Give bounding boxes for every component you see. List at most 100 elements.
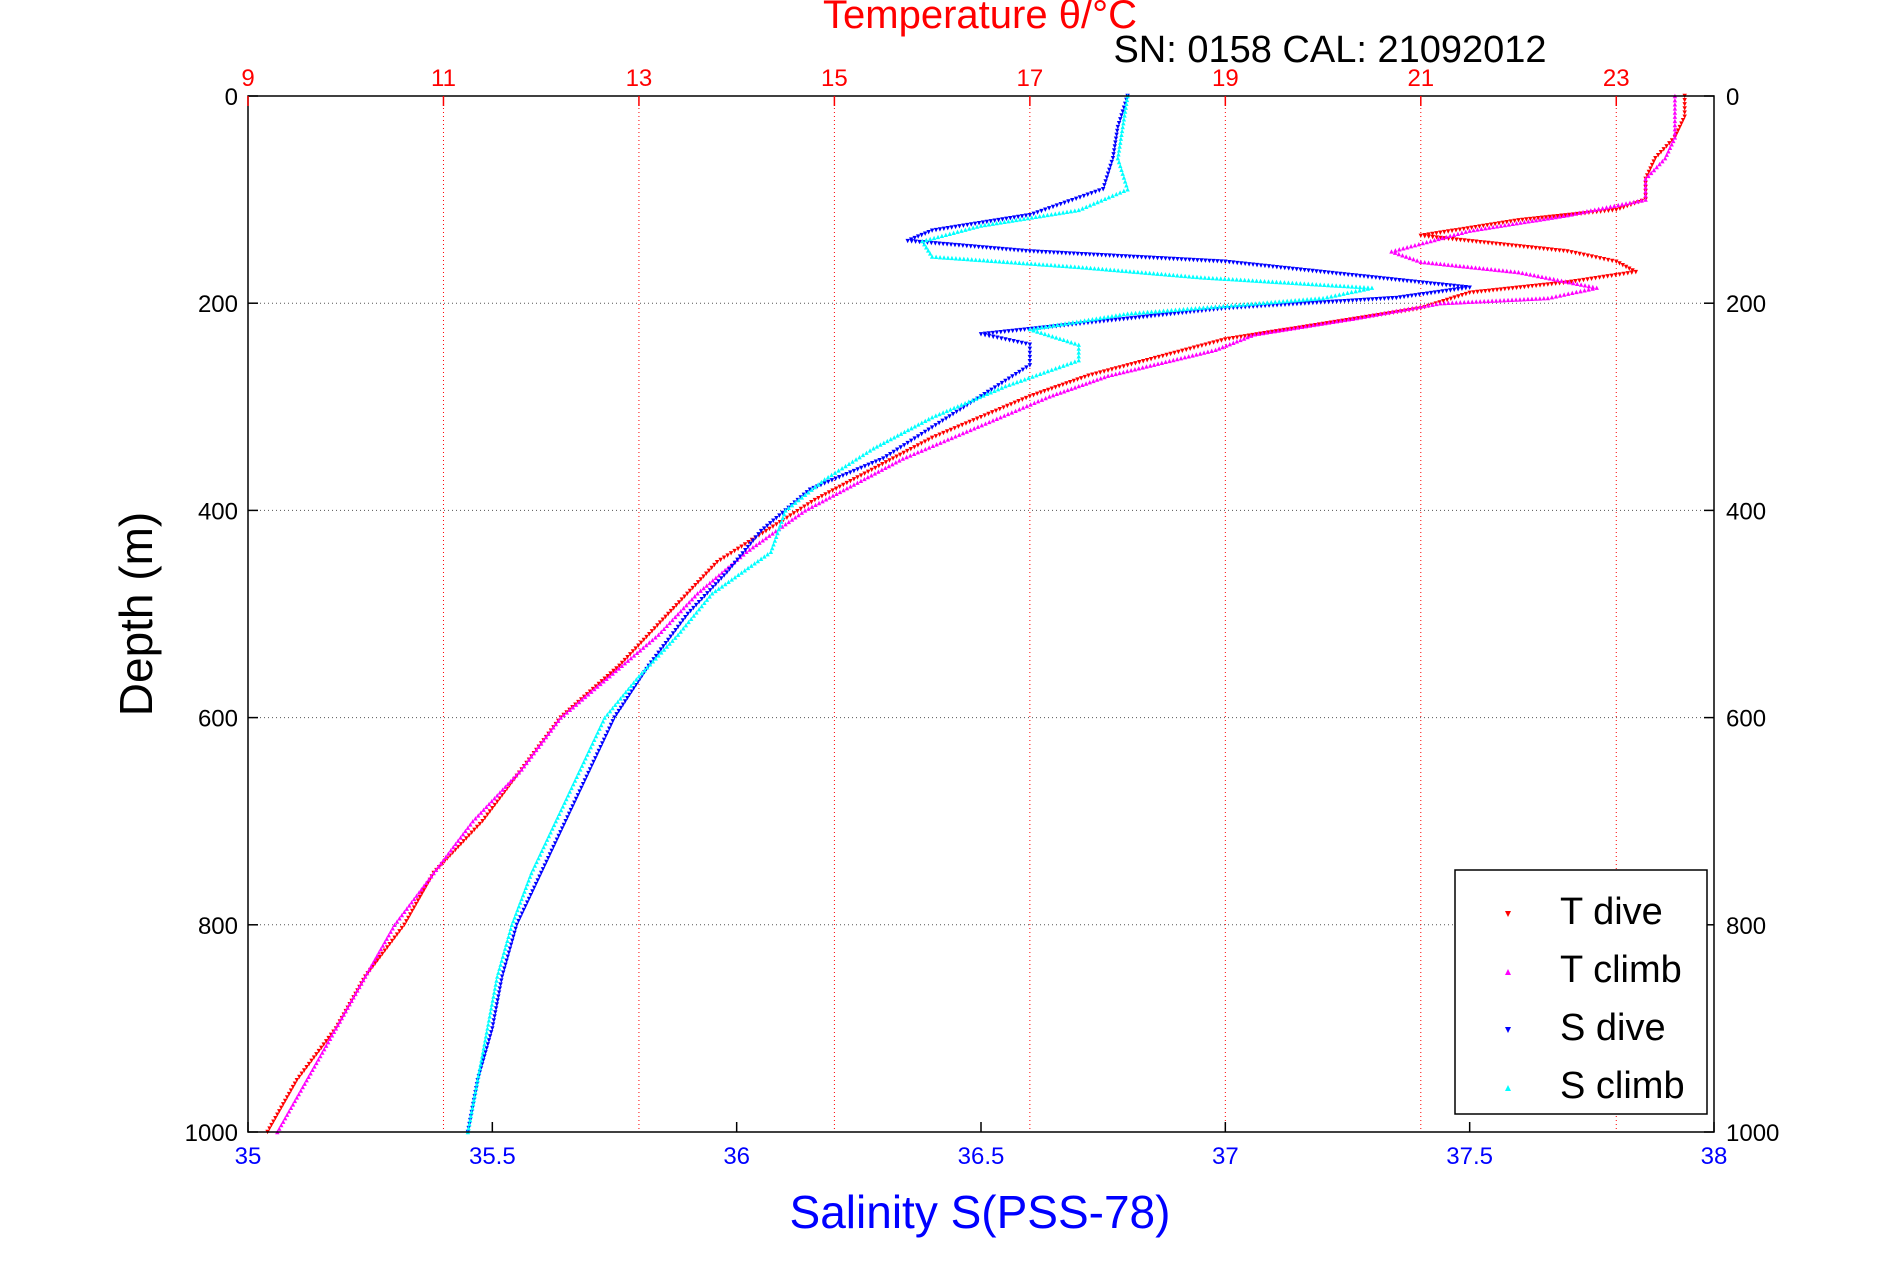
t-climb-marker [280, 1119, 286, 1124]
s-dive-marker [1059, 250, 1064, 256]
s-climb-marker [871, 446, 876, 451]
t-climb-marker [1571, 280, 1576, 286]
t-dive-marker [1207, 341, 1212, 346]
s-dive-marker [1099, 253, 1104, 258]
s-dive-marker [777, 513, 782, 518]
t-dive-marker [682, 594, 687, 599]
s-dive-marker [627, 692, 632, 698]
s-climb-marker [551, 822, 557, 828]
t-climb-marker [1513, 297, 1519, 302]
s-climb-marker [836, 468, 841, 473]
s-climb-marker [599, 722, 604, 728]
s-climb-marker [1345, 284, 1351, 289]
s-climb-marker [812, 484, 818, 490]
s-climb-marker [1214, 276, 1220, 281]
s-dive-marker [516, 918, 521, 924]
t-dive-marker [1537, 283, 1543, 288]
t-climb-marker [1557, 293, 1563, 298]
s-climb-marker [1017, 217, 1023, 222]
s-dive-marker [1199, 258, 1204, 263]
s-dive-marker [1027, 350, 1033, 356]
s-climb-marker [1055, 322, 1060, 327]
t-climb-marker [409, 899, 414, 905]
t-dive-marker [1144, 357, 1150, 363]
s-dive-marker [999, 380, 1005, 386]
t-climb-marker [656, 632, 661, 637]
t-dive-marker [1593, 255, 1599, 260]
s-climb-marker [468, 1113, 474, 1119]
s-climb-marker [1116, 152, 1121, 157]
t-dive-marker [1551, 214, 1556, 219]
t-climb-marker [1566, 291, 1571, 296]
t-climb-marker [1643, 197, 1648, 202]
salinity-tick-label: 35.5 [469, 1143, 516, 1170]
s-dive-marker [1071, 251, 1076, 256]
t-climb-marker [318, 1053, 323, 1059]
s-climb-marker [1117, 144, 1122, 149]
t-dive-marker [1614, 207, 1619, 213]
t-dive-marker [1223, 337, 1228, 342]
s-climb-marker [1161, 308, 1166, 313]
t-dive-marker [663, 614, 668, 620]
s-dive-marker [727, 567, 732, 572]
s-dive-marker [761, 526, 767, 531]
s-climb-marker [1116, 159, 1122, 165]
s-dive-marker [1111, 148, 1117, 153]
t-climb-marker [1635, 198, 1640, 204]
t-climb-marker [1672, 97, 1678, 103]
t-climb-marker [511, 775, 516, 781]
s-dive-marker [1111, 253, 1116, 259]
salinity-axis-label: Salinity S(PSS-78) [790, 1186, 1171, 1238]
t-climb-marker [1588, 208, 1594, 213]
s-dive-marker [1167, 256, 1172, 261]
s-climb-marker [532, 863, 538, 868]
t-dive-marker [399, 925, 405, 931]
s-dive-marker [1369, 275, 1375, 280]
s-climb-marker [1337, 283, 1343, 288]
t-climb-marker [556, 718, 561, 724]
s-dive-marker [572, 800, 577, 805]
s-dive-marker [486, 1038, 492, 1043]
t-dive-marker [1655, 153, 1661, 158]
s-climb-marker [1076, 346, 1081, 351]
t-climb-marker [1600, 205, 1605, 211]
s-dive-marker [1013, 372, 1019, 377]
s-climb-marker [607, 709, 613, 714]
s-climb-marker [1046, 332, 1051, 338]
t-climb-marker [631, 653, 637, 658]
t-dive-marker [791, 511, 797, 516]
t-dive-marker [605, 673, 610, 679]
s-dive-marker [1322, 300, 1327, 305]
s-climb-marker [982, 222, 988, 228]
s-dive-marker [1103, 179, 1108, 184]
t-dive-marker [1497, 242, 1503, 247]
s-climb-marker [694, 610, 699, 615]
t-climb-marker [607, 673, 612, 679]
s-dive-marker [822, 481, 827, 486]
t-climb-marker [802, 508, 808, 513]
s-dive-marker [994, 330, 1000, 335]
t-dive-marker [718, 557, 723, 563]
s-dive-marker [1334, 299, 1339, 304]
s-dive-marker [1148, 314, 1154, 319]
t-climb-marker [1672, 131, 1678, 136]
s-dive-marker [563, 819, 568, 824]
s-dive-marker [1091, 252, 1096, 257]
t-dive-marker [1508, 219, 1513, 224]
t-dive-marker [915, 443, 921, 448]
t-climb-marker [468, 822, 473, 827]
t-climb-marker [678, 608, 684, 614]
t-dive-marker [1148, 356, 1154, 362]
t-climb-marker [757, 540, 762, 545]
s-climb-marker [1086, 317, 1091, 322]
t-dive-marker [492, 802, 497, 808]
t-dive-marker [746, 540, 751, 545]
t-dive-marker [784, 515, 790, 520]
t-climb-marker [1303, 323, 1308, 329]
t-climb-marker [1586, 287, 1591, 292]
s-dive-marker [1109, 159, 1114, 165]
s-dive-marker [496, 990, 502, 995]
s-climb-marker [1329, 294, 1334, 299]
t-dive-marker [685, 591, 690, 597]
t-dive-marker [1627, 266, 1632, 271]
